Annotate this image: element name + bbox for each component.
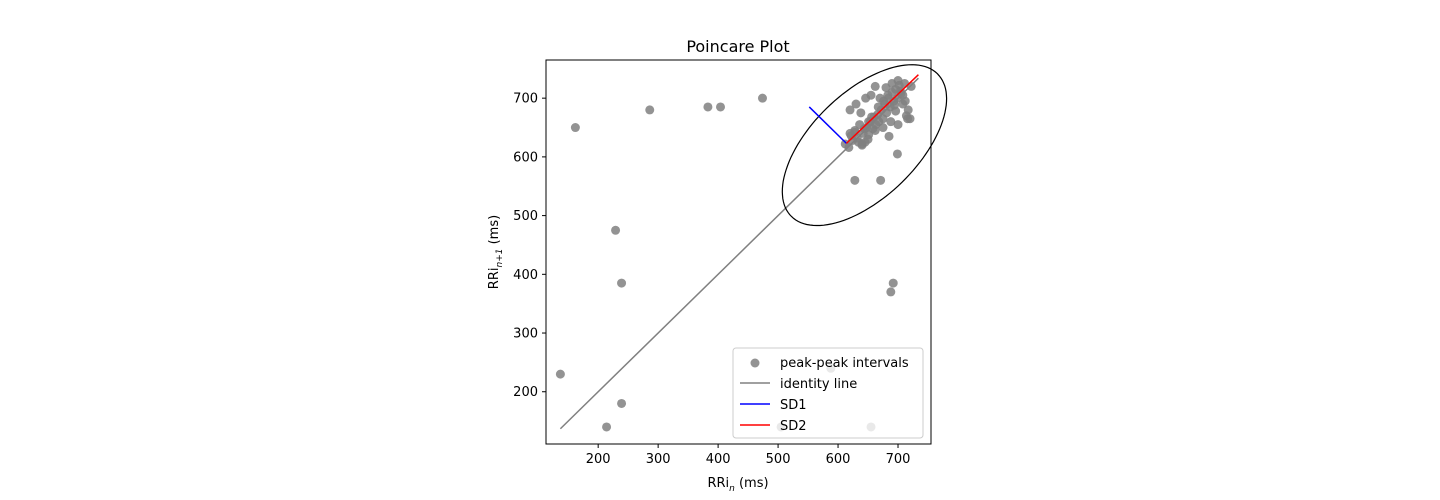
scatter-point [602,422,612,432]
y-axis: 200 300 400 500 600 700 [513,92,546,400]
x-tick-label: 300 [646,452,671,467]
legend-label-identity: identity line [780,377,857,392]
legend-label-sd1: SD1 [780,398,807,413]
scatter-point [876,175,886,185]
scatter-point [893,76,903,86]
y-tick-label: 300 [513,327,538,342]
scatter-point [884,131,894,141]
scatter-point [611,225,621,235]
scatter-point [891,106,901,116]
scatter-point [856,108,866,118]
x-tick-label: 700 [886,452,911,467]
scatter-point [703,102,713,112]
scatter-point [888,278,898,288]
scatter-point [870,81,880,91]
x-axis: 200 300 400 500 600 700 [586,444,911,467]
scatter-point [893,120,903,130]
scatter-point [645,105,655,115]
y-axis-label: RRin+1 (ms) [487,215,505,289]
legend-label-sd2: SD2 [780,419,807,434]
scatter-point [570,123,580,133]
plot-area [555,64,948,432]
y-tick-label: 500 [513,209,538,224]
sd1-line [808,106,847,144]
scatter-point [886,287,896,297]
y-tick-label: 200 [513,385,538,400]
scatter-point [853,137,863,147]
scatter-point [716,102,726,112]
legend-marker-scatter [750,358,760,368]
scatter-point [863,134,873,144]
scatter-point [870,125,880,135]
scatter-point [903,114,913,124]
scatter-point [892,149,902,159]
scatter-point [883,90,893,100]
scatter-point [555,369,565,379]
scatter-point [851,99,861,109]
scatter-point [617,398,627,408]
legend-label-scatter: peak-peak intervals [780,356,909,371]
x-tick-label: 600 [826,452,851,467]
legend-box [732,347,924,439]
y-tick-label: 400 [513,268,538,283]
scatter-point [873,102,883,112]
scatter-point [903,105,913,115]
scatter-point [757,93,767,103]
sd-ellipse [781,64,948,227]
scatter-point [850,127,860,137]
scatter-point [866,90,876,100]
scatter-point [844,142,854,152]
legend: peak-peak intervals identity line SD1 SD… [732,347,924,439]
x-tick-label: 200 [586,452,611,467]
scatter-point [617,278,627,288]
y-tick-label: 700 [513,92,538,107]
scatter-point [878,123,888,133]
x-tick-label: 400 [706,452,731,467]
scatter-point [900,96,910,106]
scatter-point [850,175,860,185]
x-tick-label: 500 [766,452,791,467]
scatter-point [906,81,916,91]
plot-frame [545,59,932,445]
x-axis-label: RRin (ms) [707,476,768,494]
chart-title: Poincare Plot [686,37,789,56]
scatter-point [845,105,855,115]
y-tick-label: 600 [513,150,538,165]
scatter-point [859,124,869,134]
sd2-line [845,74,919,144]
scatter-point [886,117,896,127]
